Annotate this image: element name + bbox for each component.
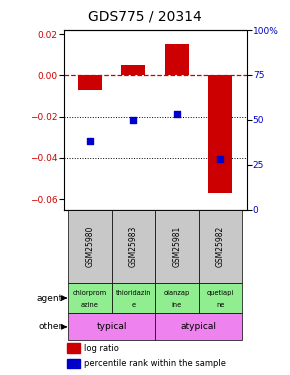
- Text: percentile rank within the sample: percentile rank within the sample: [84, 359, 226, 368]
- Text: log ratio: log ratio: [84, 344, 119, 352]
- Bar: [199, 210, 242, 283]
- Point: [175, 111, 179, 117]
- Bar: [112, 210, 155, 283]
- Bar: [78, 75, 102, 90]
- Text: ne: ne: [216, 302, 224, 308]
- Text: other: other: [39, 322, 63, 332]
- Text: thioridazin: thioridazin: [116, 290, 151, 296]
- Text: agent: agent: [37, 294, 63, 303]
- Text: quetiapi: quetiapi: [207, 290, 234, 296]
- Text: GSM25983: GSM25983: [129, 225, 138, 267]
- Point: [131, 117, 136, 123]
- Bar: [112, 283, 155, 314]
- Text: olanzap: olanzap: [164, 290, 190, 296]
- Point: [88, 138, 92, 144]
- Text: e: e: [131, 302, 135, 308]
- Bar: [68, 359, 80, 368]
- Bar: [155, 283, 199, 314]
- Text: chlorprom: chlorprom: [73, 290, 107, 296]
- Point: [218, 156, 223, 162]
- Bar: [199, 283, 242, 314]
- Bar: [68, 314, 155, 340]
- Bar: [155, 314, 242, 340]
- Text: GSM25980: GSM25980: [85, 225, 95, 267]
- Text: GSM25982: GSM25982: [216, 225, 225, 267]
- Text: typical: typical: [96, 322, 127, 332]
- Bar: [165, 45, 189, 75]
- Bar: [68, 283, 112, 314]
- Bar: [68, 344, 80, 353]
- Text: atypical: atypical: [181, 322, 217, 332]
- Text: GSM25981: GSM25981: [172, 225, 182, 267]
- Bar: [68, 210, 112, 283]
- Text: ine: ine: [172, 302, 182, 308]
- Text: azine: azine: [81, 302, 99, 308]
- Bar: [122, 65, 145, 75]
- Bar: [155, 210, 199, 283]
- Text: GDS775 / 20314: GDS775 / 20314: [88, 9, 202, 23]
- Bar: [209, 75, 232, 193]
